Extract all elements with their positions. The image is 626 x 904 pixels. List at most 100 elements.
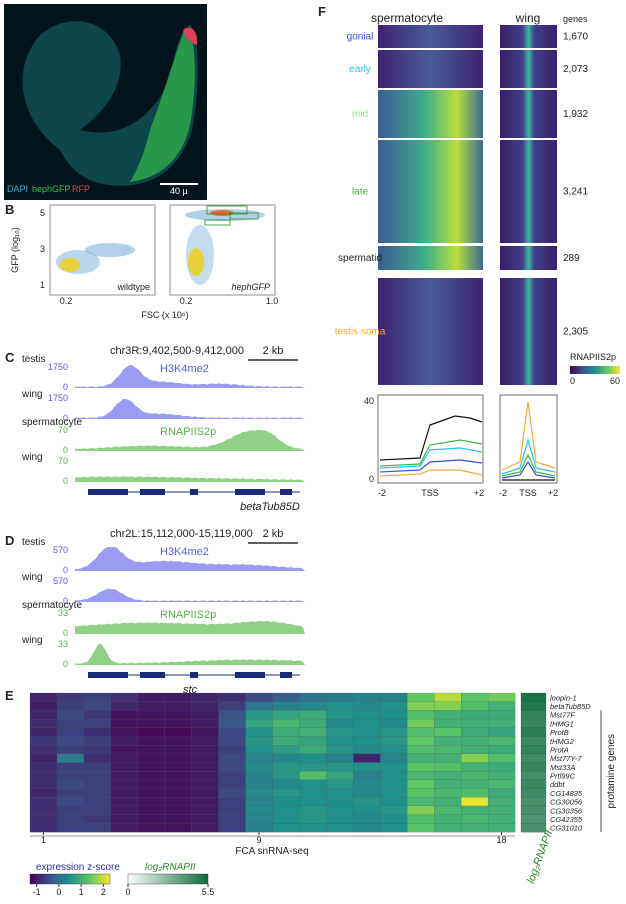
track-min: 0 xyxy=(63,596,68,606)
heat-block xyxy=(500,50,557,88)
heat-cell xyxy=(299,727,327,737)
heat-cell xyxy=(487,745,516,755)
heat-block xyxy=(378,25,483,48)
exon xyxy=(190,489,198,495)
gene-label: CG31010 xyxy=(550,824,583,833)
heat-cell xyxy=(326,814,354,824)
heat-cell xyxy=(407,779,435,789)
heat-cell xyxy=(29,797,58,807)
heat-cell xyxy=(326,718,354,729)
heat-cell xyxy=(56,727,85,737)
colorbar-tick: -1 xyxy=(33,887,41,897)
heat-cell xyxy=(56,710,85,720)
heat-cell xyxy=(110,710,139,720)
heat-cell xyxy=(326,692,354,702)
heat-cell xyxy=(461,762,489,772)
heat-cell xyxy=(29,736,58,746)
heat-cell xyxy=(407,745,435,755)
heat-cell xyxy=(299,701,327,711)
heat-cell xyxy=(407,710,435,720)
heat-cell xyxy=(218,814,246,824)
heat-cell xyxy=(407,753,435,763)
tick-label: 0.2 xyxy=(60,296,73,306)
gene-label: CG30356 xyxy=(550,806,583,815)
exon xyxy=(88,489,128,495)
heat-cell xyxy=(353,797,381,807)
gene-label: ProtB xyxy=(550,728,569,737)
heat-cell xyxy=(83,779,112,789)
scale-label: 2 kb xyxy=(263,528,284,540)
heat-cell xyxy=(272,710,300,720)
heat-cell xyxy=(218,692,246,702)
heat-cell xyxy=(245,745,273,755)
gene-label: CG42355 xyxy=(550,815,583,824)
heat-cell xyxy=(83,718,112,729)
heat-cell xyxy=(218,727,246,737)
heat-cell xyxy=(110,736,139,746)
mark-label: RNAPIIS2p xyxy=(160,609,216,621)
heat-cell xyxy=(353,701,381,711)
heat-cell xyxy=(326,823,354,833)
heat-cell xyxy=(461,797,489,807)
heat-cell xyxy=(353,692,381,702)
heat-cell xyxy=(56,701,85,711)
heat-cell xyxy=(245,710,273,720)
heat-cell xyxy=(110,779,139,789)
exon xyxy=(235,489,265,495)
heat-cell xyxy=(461,771,489,781)
heat-cell xyxy=(164,727,192,737)
track-max: 33 xyxy=(58,608,68,618)
heat-cell xyxy=(380,788,408,798)
heat-cell xyxy=(326,736,354,746)
heat-cell xyxy=(137,805,166,815)
exon xyxy=(280,672,292,678)
heat-cell xyxy=(461,745,489,755)
heat-cell xyxy=(299,710,327,720)
channel-label: DAPI xyxy=(7,184,28,194)
heat-cell xyxy=(407,718,435,729)
heat-cell xyxy=(434,745,462,755)
heat-cell xyxy=(326,771,354,781)
tick-label: 1 xyxy=(40,280,45,290)
heat-cell xyxy=(353,823,381,833)
rnap-cell xyxy=(520,753,547,763)
heat-cell xyxy=(272,797,300,807)
locus-label: chr2L:15,112,000-15,119,000 xyxy=(110,528,253,540)
heat-cell xyxy=(191,805,219,815)
heat-cell xyxy=(407,701,435,711)
scatter-wildtype xyxy=(49,204,156,296)
heat-cell xyxy=(56,692,85,702)
heat-cell xyxy=(83,727,112,737)
heat-cell xyxy=(326,797,354,807)
heat-cell xyxy=(434,788,462,798)
axis-label: FCA snRNA-seq xyxy=(235,846,308,857)
heat-cell xyxy=(407,788,435,798)
heat-cell xyxy=(434,710,462,720)
heat-cell xyxy=(191,736,219,746)
heat-cell xyxy=(164,814,192,824)
heat-cell xyxy=(434,718,462,729)
heat-cell xyxy=(299,779,327,789)
heat-cell xyxy=(191,823,219,833)
heat-cell xyxy=(83,797,112,807)
heat-cell xyxy=(218,736,246,746)
heat-block xyxy=(378,278,483,385)
rnap-cell xyxy=(520,710,547,720)
group-label: protamine genes xyxy=(606,734,617,809)
heat-cell xyxy=(380,718,408,729)
heat-cell xyxy=(218,701,246,711)
heat-cell xyxy=(353,805,381,815)
heat-cell xyxy=(380,727,408,737)
heat-cell xyxy=(487,692,516,702)
colorbar-tick: 5.5 xyxy=(202,887,215,897)
track-min: 0 xyxy=(63,476,68,486)
heat-block xyxy=(378,50,483,88)
signal xyxy=(75,588,305,602)
heat-cell xyxy=(56,797,85,807)
gene-label: ddbt xyxy=(550,780,566,789)
heat-cell xyxy=(83,692,112,702)
heat-cell xyxy=(164,788,192,798)
heat-cell xyxy=(29,727,58,737)
track-label: wing xyxy=(21,635,43,646)
heat-cell xyxy=(137,701,166,711)
